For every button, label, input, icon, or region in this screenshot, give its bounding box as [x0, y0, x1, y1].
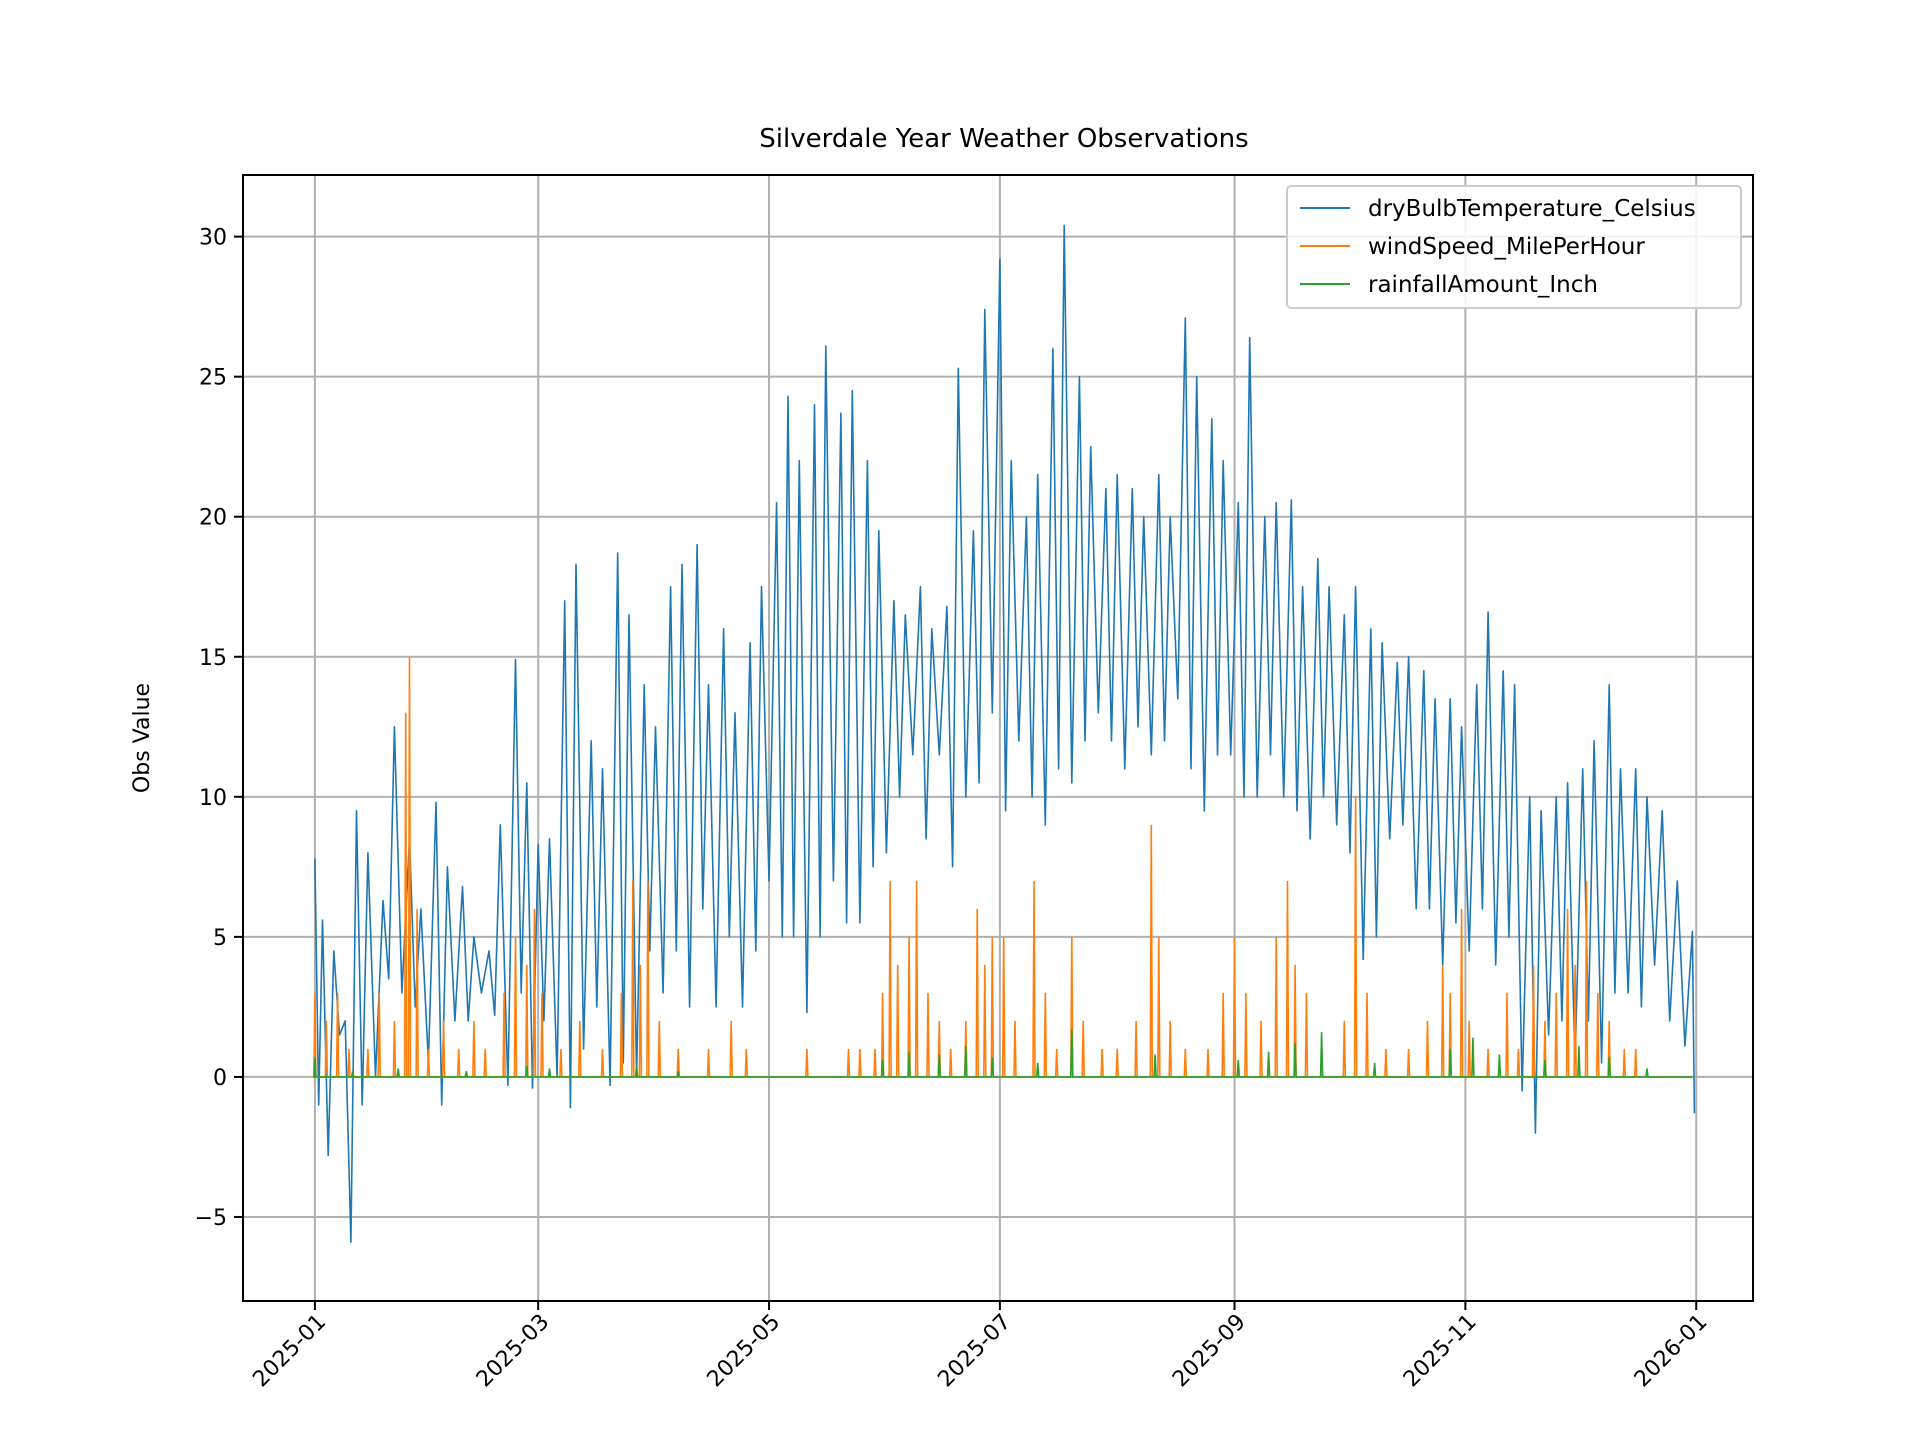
- y-tick-label: 20: [199, 506, 227, 531]
- legend: dryBulbTemperature_Celsius windSpeed_Mil…: [1286, 185, 1742, 309]
- series-layer: [313, 224, 1696, 1243]
- x-tick-label: 2025-01: [248, 1310, 331, 1393]
- chart-title: Silverdale Year Weather Observations: [759, 124, 1248, 154]
- series-line-temperature: [314, 224, 1696, 1243]
- legend-label-windspeed: windSpeed_MilePerHour: [1368, 234, 1645, 260]
- y-tick-label: 0: [213, 1066, 227, 1091]
- y-tick-label: −5: [195, 1206, 227, 1231]
- legend-label-rainfall: rainfallAmount_Inch: [1368, 272, 1598, 298]
- y-tick-label: 15: [199, 646, 227, 671]
- y-tick-label: 10: [199, 786, 227, 811]
- series-line-rainfall: [313, 1029, 1693, 1078]
- legend-box: [1286, 185, 1742, 309]
- x-tick-label: 2025-11: [1399, 1310, 1482, 1393]
- x-tick-label: 2025-07: [933, 1310, 1016, 1393]
- x-tick-label: 2025-05: [703, 1310, 786, 1393]
- x-tick-label: 2025-03: [472, 1310, 555, 1393]
- y-tick-label: 30: [199, 226, 227, 251]
- x-tick-label: 2026-01: [1630, 1310, 1713, 1393]
- y-axis-label: Obs Value: [130, 683, 155, 793]
- y-tick-label: 5: [213, 926, 227, 951]
- x-tick-label: 2025-09: [1168, 1310, 1251, 1393]
- y-tick-label: 25: [199, 366, 227, 391]
- plot-frame: [242, 174, 1754, 1302]
- legend-label-temperature: dryBulbTemperature_Celsius: [1368, 196, 1696, 222]
